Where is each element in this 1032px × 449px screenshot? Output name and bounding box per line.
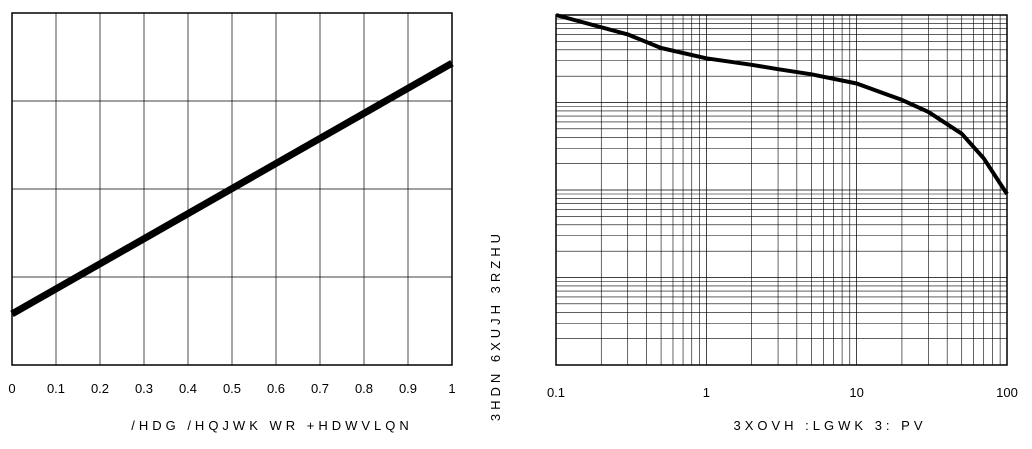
left-plot-frame: [11, 12, 453, 366]
right-x-tick-label: 100: [996, 385, 1018, 400]
right-y-axis-title: 3HDN 6XUJH 3RZHU: [488, 230, 503, 421]
right-x-tick-label: 0.1: [547, 385, 565, 400]
left-series: [10, 60, 454, 318]
left-x-tick-labels: 0 0.1 0.2 0.3 0.4 0.5 0.6 0.7 0.8 0.9 1: [8, 381, 455, 396]
left-series-line: [10, 60, 454, 318]
left-x-tick-label: 0.2: [91, 381, 109, 396]
right-grid: [555, 14, 1008, 366]
left-x-tick-label: 0.8: [355, 381, 373, 396]
right-x-tick-labels: 0.1 1 10 100: [547, 385, 1018, 400]
left-x-axis-title: /HDG /HQJWK WR +HDWVLQN: [131, 418, 413, 433]
right-chart: 0.1 1 10 100 3XOVH :LGWK 3: PV 3HDN 6XUJH 3…: [488, 13, 1018, 433]
left-x-tick-label: 0.9: [399, 381, 417, 396]
left-x-tick-label: 0.5: [223, 381, 241, 396]
right-x-axis-title: 3XOVH :LGWK 3: PV: [734, 418, 927, 433]
left-x-tick-label: 0.3: [135, 381, 153, 396]
right-series-line: [555, 13, 1009, 196]
left-x-tick-label: 0.4: [179, 381, 197, 396]
right-plot-frame: [555, 14, 1008, 366]
left-x-tick-label: 0.7: [311, 381, 329, 396]
left-x-tick-label: 0: [8, 381, 15, 396]
left-x-tick-label: 1: [448, 381, 455, 396]
left-x-tick-label: 0.1: [47, 381, 65, 396]
right-series: [555, 13, 1009, 196]
right-x-tick-label: 1: [703, 385, 710, 400]
left-x-tick-label: 0.6: [267, 381, 285, 396]
left-chart: 0 0.1 0.2 0.3 0.4 0.5 0.6 0.7 0.8 0.9 1 /HDG /HQJW…: [8, 12, 456, 433]
right-x-tick-label: 10: [849, 385, 863, 400]
